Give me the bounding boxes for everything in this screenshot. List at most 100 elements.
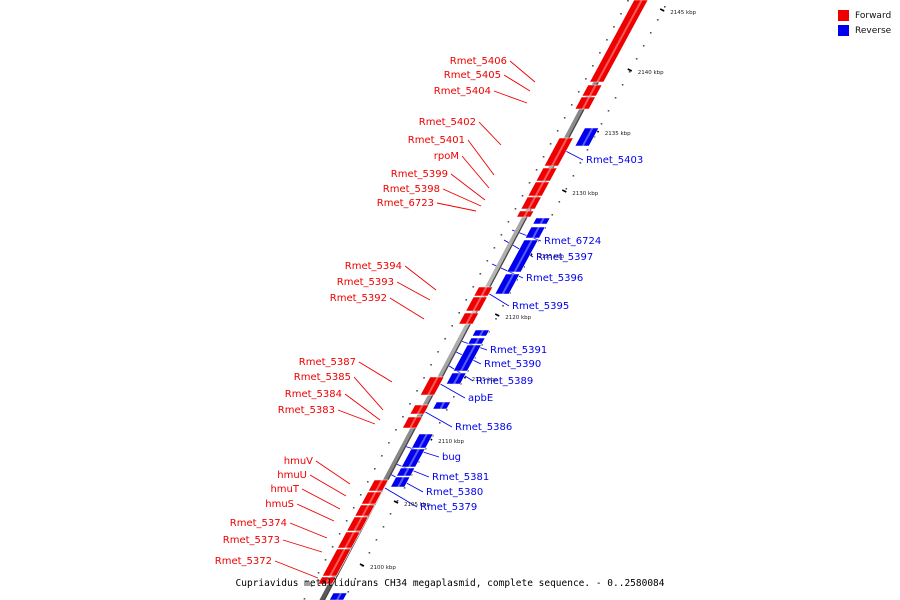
track-dot (388, 442, 390, 444)
gene-highlight (416, 404, 424, 415)
track-dot (593, 136, 596, 138)
forward-gene-label: Rmet_5399 (391, 169, 448, 180)
reverse-gene-label: Rmet_5380 (426, 487, 483, 498)
forward-connector (493, 90, 528, 104)
gene-features (317, 0, 649, 600)
track-dot (664, 6, 666, 8)
gene-highlight (375, 479, 383, 492)
reverse-gene-block (467, 337, 486, 345)
track-dot (528, 182, 531, 184)
forward-gene-label: Rmet_5402 (419, 117, 476, 128)
gene-labels: Rmet_5406 Rmet_5405 Rmet_5404 Rmet_5402 Rmet… (215, 56, 643, 567)
scale-tick (494, 313, 500, 317)
forward-connector (289, 522, 328, 539)
reverse-gene-block (506, 239, 539, 273)
scale-tick (393, 500, 399, 504)
forward-gene-label: hmuU (277, 470, 307, 481)
forward-gene-label: Rmet_5406 (450, 56, 507, 67)
figure-caption: Cupriavidus metallidurans CH34 megaplasm… (235, 578, 665, 589)
track-dot (493, 247, 496, 249)
legend: Forward Reverse (838, 8, 891, 38)
scale-tick-label: 2145 kbp (670, 10, 696, 16)
track-dot (614, 97, 617, 99)
gene-highlight (453, 372, 461, 385)
track-dot (544, 227, 547, 229)
reverse-gene-label: Rmet_5391 (490, 345, 547, 356)
reverse-gene-label: Rmet_5381 (432, 472, 489, 483)
scale-tick-label: 2100 kbp (370, 565, 396, 571)
gene-highlight (329, 548, 346, 577)
track-dot (585, 78, 587, 80)
forward-gene-block (321, 548, 352, 577)
gene-highlight (368, 491, 377, 505)
reverse-gene-label: Rmet_5396 (526, 273, 583, 284)
gene-highlight (418, 433, 428, 449)
track-dot (445, 409, 448, 411)
reverse-gene-block (574, 127, 600, 147)
scale-tick-label: 2115 kbp (472, 377, 498, 383)
reverse-gene-block (400, 448, 426, 468)
forward-gene-block (458, 312, 480, 325)
track-dot (410, 474, 413, 476)
legend-item-forward: Forward (838, 8, 891, 23)
track-dot (488, 331, 490, 333)
reverse-gene-label: Rmet_6724 (544, 236, 601, 247)
gene-highlight (581, 96, 591, 110)
legend-label-forward: Forward (855, 10, 892, 21)
gene-highlight (397, 476, 405, 488)
track-dot (592, 65, 594, 67)
track-dot (642, 45, 645, 47)
forward-gene-label: Rmet_5373 (223, 535, 280, 546)
reverse-swatch (838, 25, 849, 36)
scale-tick (561, 189, 567, 193)
track-dot (577, 91, 580, 93)
forward-connector (296, 503, 335, 522)
forward-connector (358, 361, 393, 383)
track-dot (509, 292, 511, 294)
reverse-gene-block (532, 217, 551, 225)
reverse-gene-block (452, 344, 482, 372)
track-dot (551, 214, 554, 216)
track-dot (472, 286, 475, 288)
forward-gene-block (317, 576, 337, 585)
forward-gene-block (581, 84, 603, 97)
gene-highlight (344, 531, 355, 549)
track-dot (523, 266, 525, 268)
reverse-gene-label: Rmet_5390 (484, 359, 541, 370)
reverse-connector (384, 487, 418, 508)
forward-connector (282, 539, 323, 553)
gene-highlight (523, 210, 529, 218)
gene-highlight (409, 416, 417, 429)
forward-gene-block (527, 181, 551, 197)
forward-connector (301, 488, 341, 510)
track-dot (565, 188, 568, 190)
scale-tick-label: 2140 kbp (638, 70, 664, 76)
track-dot (649, 32, 652, 34)
forward-gene-block (465, 296, 488, 312)
track-dot (460, 383, 462, 385)
forward-gene-label: Rmet_5392 (330, 293, 387, 304)
reverse-gene-block (432, 401, 452, 410)
forward-gene-block (367, 479, 389, 492)
scale-tick (627, 68, 633, 72)
forward-gene-label: Rmet_6723 (377, 198, 434, 209)
track-dot (430, 364, 432, 366)
track-dot (403, 487, 406, 489)
forward-gene-label: Rmet_5393 (337, 277, 394, 288)
track-dot (481, 344, 483, 346)
forward-gene-block (360, 491, 383, 505)
track-dot (345, 520, 348, 522)
forward-gene-label: Rmet_5384 (285, 389, 342, 400)
track-dot (375, 539, 378, 541)
forward-gene-block (574, 96, 597, 110)
track-dot (516, 279, 518, 281)
track-dot (467, 370, 469, 372)
forward-connector (396, 281, 431, 301)
track-dot (431, 435, 434, 437)
gene-highlight (439, 401, 446, 410)
reverse-gene-label: Rmet_5403 (586, 155, 643, 166)
track-dot (537, 240, 540, 242)
forward-gene-block (589, 0, 649, 83)
gene-highlight (527, 196, 537, 210)
